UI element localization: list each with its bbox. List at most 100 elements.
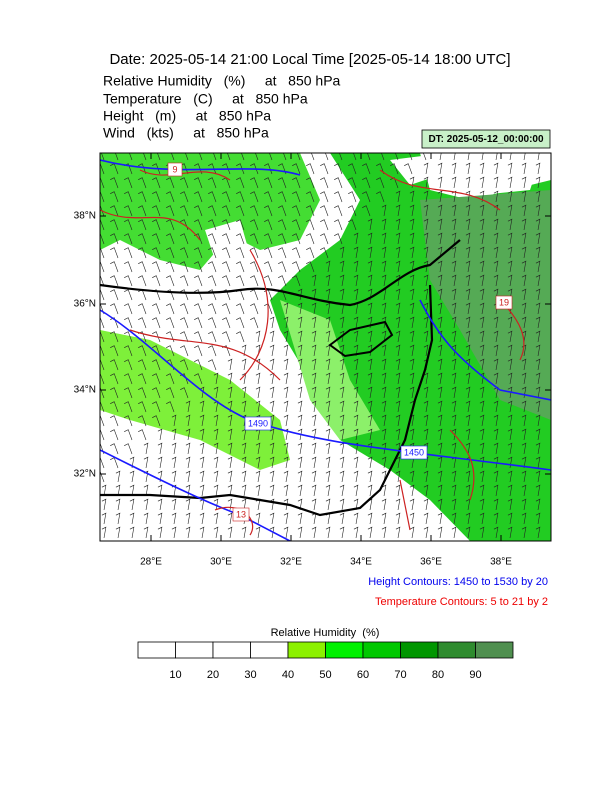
wind-barb: [493, 512, 499, 525]
wind-barb: [124, 233, 133, 245]
wind-barb: [535, 316, 541, 329]
wind-barb: [493, 372, 499, 385]
wind-barb: [115, 484, 121, 497]
wind-barb: [353, 232, 359, 245]
wind-barb: [152, 401, 161, 413]
wind-barb: [381, 372, 387, 385]
wind-barb: [493, 330, 499, 343]
wind-barb: [199, 484, 205, 497]
wind-barb: [381, 316, 387, 329]
wind-barb: [283, 512, 289, 525]
wind-barb: [283, 344, 289, 357]
wind-barb: [222, 233, 231, 245]
wind-barb: [166, 345, 175, 357]
wind-barb: [437, 400, 443, 413]
wind-barb: [479, 526, 485, 539]
wind-barb: [437, 372, 443, 385]
wind-barb: [194, 359, 203, 371]
wind-barb: [199, 428, 205, 441]
wind-barb: [451, 442, 457, 455]
wind-barb: [493, 260, 499, 273]
wind-barb: [353, 358, 359, 371]
wind-barb: [115, 512, 121, 525]
wind-barb: [465, 442, 471, 455]
wind-barb: [264, 275, 273, 287]
wind-barb: [222, 261, 231, 273]
wind-barb: [194, 177, 203, 189]
wind-barb: [465, 204, 471, 217]
colorbar-cell: [175, 641, 214, 659]
wind-barb: [269, 526, 275, 539]
wind-barb: [507, 428, 513, 441]
wind-barb: [110, 289, 119, 301]
wind-barb: [325, 484, 331, 497]
wind-barb: [495, 153, 498, 161]
wind-barb: [395, 470, 401, 483]
lon-label: 30°E: [210, 557, 232, 568]
wind-barb: [367, 386, 373, 399]
wind-barb: [367, 218, 373, 231]
wind-barb: [409, 190, 415, 203]
wind-barb: [535, 190, 541, 203]
wind-barb: [283, 302, 289, 315]
wind-barb: [437, 512, 443, 525]
wind-barb: [264, 247, 273, 259]
wind-barb: [124, 205, 133, 217]
wind-barb: [339, 274, 345, 287]
wind-barb: [507, 190, 513, 203]
wind-barb: [479, 358, 485, 371]
wind-barb: [353, 260, 359, 273]
wind-barb: [269, 330, 275, 343]
wind-barb: [465, 344, 471, 357]
wind-barb: [423, 162, 429, 175]
wind-barb: [465, 232, 471, 245]
wind-barb: [423, 386, 429, 399]
wind-barb: [199, 442, 205, 455]
wind-barb: [535, 260, 541, 273]
wind-barb: [152, 415, 161, 427]
wind-barb: [236, 317, 245, 329]
wind-barb: [479, 274, 485, 287]
field-label: Temperature (C) at 850 hPa: [103, 91, 308, 107]
colorbar: 10 20 30 40 50 60 70 80 90: [137, 641, 514, 681]
wind-barb: [110, 317, 119, 329]
wind-barb: [507, 526, 513, 539]
wind-barb: [236, 275, 245, 287]
wind-barb: [194, 345, 203, 357]
wind-barb: [311, 414, 317, 427]
wind-barb: [507, 344, 513, 357]
wind-barb: [110, 275, 119, 287]
wind-barb: [395, 218, 401, 231]
contour-label-box: [232, 507, 250, 522]
wind-barb: [297, 372, 303, 385]
wind-barb: [110, 359, 119, 371]
wind-barb: [339, 428, 345, 441]
wind-barb: [339, 316, 345, 329]
wind-barb: [180, 191, 189, 203]
wind-barb: [521, 274, 527, 287]
wind-barb: [306, 177, 315, 189]
wind-barb: [353, 316, 359, 329]
wind-barb: [269, 372, 275, 385]
wind-barb: [521, 498, 527, 511]
wind-barb: [467, 153, 470, 161]
wind-barb: [409, 358, 415, 371]
wind-barb: [395, 302, 401, 315]
wind-barb: [222, 275, 231, 287]
wind-barb: [493, 414, 499, 427]
lat-label: 36°N: [74, 299, 96, 310]
wind-barb: [395, 400, 401, 413]
wind-barb: [395, 204, 401, 217]
wind-barb: [115, 470, 121, 483]
wind-barb: [124, 373, 133, 385]
wind-barb: [451, 512, 457, 525]
wind-barb: [250, 219, 259, 231]
wind-barb: [521, 288, 527, 301]
wind-barb: [437, 428, 443, 441]
lon-label: 34°E: [350, 557, 372, 568]
wind-barb: [264, 177, 273, 189]
wind-barb: [199, 512, 205, 525]
wind-barb: [507, 246, 513, 259]
wind-barb: [353, 470, 359, 483]
wind-barb: [250, 303, 259, 315]
